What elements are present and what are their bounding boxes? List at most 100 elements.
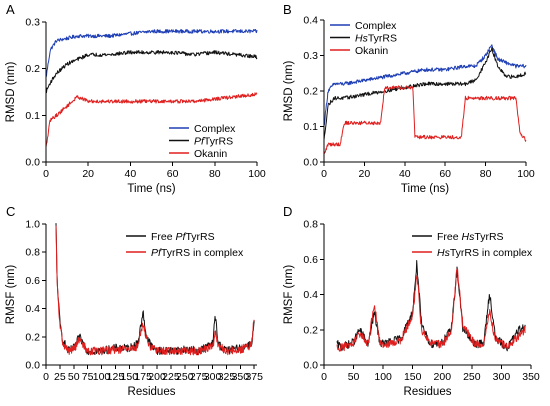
y-tick-label: 0.3 [303, 50, 318, 62]
legend-entry: Complex [355, 20, 397, 32]
x-tick-label: 50 [348, 371, 360, 383]
y-tick-label: 1.0 [25, 219, 40, 231]
x-tick-label: 100 [517, 168, 535, 180]
legend-entry: Complex [194, 123, 236, 135]
panel-b: B 0 20 40 60 80 100 0.0 0.1 0.2 0.3 0.4 Time (ns) RMS… [283, 2, 535, 195]
series-group [45, 29, 258, 148]
series-line-pftyrrs [45, 50, 258, 94]
y-tick-label: 0.0 [25, 157, 40, 169]
y-tick-label: 0.8 [25, 247, 40, 259]
x-tick-label: 150 [121, 371, 139, 383]
y-tick-label: 0.4 [303, 289, 318, 301]
y-tick-label: 0.4 [25, 303, 40, 315]
panel-letter-c: C [6, 204, 15, 219]
x-tick-label: 20 [359, 168, 371, 180]
panel-d: D 0 50 100 150 200 250 300 350 0.0 0.2 0.4 0.6 0.8 Res… [283, 204, 540, 398]
legend: Free PfTyrRS PfTyrRS in complex [126, 231, 244, 259]
series-line-okanin [323, 85, 527, 155]
x-tick-label: 20 [82, 168, 94, 180]
y-tick-label: 0.2 [303, 324, 318, 336]
x-tick-label: 75 [82, 371, 94, 383]
legend: Free HsTyrRS HsTyrRS in complex [412, 231, 533, 259]
series-line-complex [45, 29, 258, 78]
panel-letter-a: A [6, 2, 15, 17]
y-tick-label: 0.2 [303, 86, 318, 98]
x-tick-label: 200 [148, 371, 166, 383]
y-tick-label: 0.2 [25, 331, 40, 343]
y-axis-label: RMSD (nm) [283, 60, 295, 121]
y-tick-label: 0.6 [25, 275, 40, 287]
x-axis-label: Residues [128, 386, 176, 398]
x-tick-label: 350 [232, 371, 250, 383]
x-tick-label: 200 [434, 371, 452, 383]
legend-entry: Free PfTyrRS [151, 231, 215, 243]
x-tick-label: 25 [54, 371, 66, 383]
legend-entry: Okanin [194, 148, 227, 160]
x-tick-label: 100 [93, 371, 111, 383]
x-tick-label: 100 [248, 168, 266, 180]
x-tick-label: 80 [209, 168, 221, 180]
legend-entry: Free HsTyrRS [437, 231, 504, 243]
x-tick-label: 150 [404, 371, 422, 383]
panel-letter-d: D [283, 204, 292, 219]
y-tick-label: 0.1 [25, 110, 40, 122]
y-axis-label: RMSD (nm) [5, 61, 17, 122]
series-line-hstyrrs-in-complex [336, 267, 526, 352]
x-tick-label: 300 [204, 371, 222, 383]
x-tick-label: 300 [493, 371, 511, 383]
x-axis-label: Time (ns) [401, 183, 449, 195]
x-tick-label: 40 [399, 168, 411, 180]
legend-entry: PfTyrRS in complex [151, 247, 244, 259]
y-tick-label: 0.2 [25, 63, 40, 75]
series-line-free-pftyrrs [55, 223, 255, 356]
x-tick-label: 125 [107, 371, 125, 383]
series-line-hstyrrs [323, 46, 527, 140]
x-tick-label: 350 [522, 371, 540, 383]
x-tick-label: 0 [43, 371, 49, 383]
y-tick-label: 0.4 [303, 15, 318, 27]
y-axis-label: RMSF (nm) [283, 265, 295, 325]
x-tick-label: 0 [321, 168, 327, 180]
x-tick-label: 40 [125, 168, 137, 180]
y-tick-label: 0.0 [25, 360, 40, 372]
x-tick-label: 60 [167, 168, 179, 180]
series-group [336, 260, 526, 352]
legend-entry: HsTyrRS in complex [437, 247, 533, 259]
x-tick-label: 375 [245, 371, 263, 383]
y-tick-label: 0.0 [303, 360, 318, 372]
x-tick-label: 80 [480, 168, 492, 180]
series-line-pftyrrs-in-complex [55, 225, 255, 356]
y-tick-label: 0.0 [303, 157, 318, 169]
legend-entry: PfTyrRS [194, 135, 233, 147]
y-tick-label: 0.6 [303, 254, 318, 266]
panel-a: A 0 20 40 60 80 100 0.0 0.1 0.2 0.3 Time (ns) RMSD (… [5, 2, 266, 195]
x-tick-label: 50 [68, 371, 80, 383]
x-tick-label: 60 [439, 168, 451, 180]
x-axis-label: Time (ns) [127, 183, 175, 195]
y-tick-label: 0.1 [303, 121, 318, 133]
x-tick-label: 250 [176, 371, 194, 383]
x-tick-label: 275 [190, 371, 208, 383]
x-tick-label: 0 [321, 371, 327, 383]
x-tick-label: 325 [218, 371, 236, 383]
x-tick-label: 175 [134, 371, 152, 383]
y-tick-label: 0.3 [25, 17, 40, 29]
x-tick-label: 100 [374, 371, 392, 383]
legend-entry: Okanin [355, 45, 388, 57]
series-line-complex [323, 44, 527, 126]
series-group [323, 44, 527, 155]
legend-entry: HsTyrRS [355, 32, 397, 44]
panel-c: C 0 25 50 75 10012515017520022525027530032535… [5, 204, 263, 398]
x-tick-label: 250 [463, 371, 481, 383]
x-axis-label: Residues [404, 386, 452, 398]
x-tick-label: 0 [43, 168, 49, 180]
x-tick-label: 225 [162, 371, 180, 383]
y-tick-label: 0.8 [303, 219, 318, 231]
series-line-okanin [45, 92, 258, 148]
y-axis-label: RMSF (nm) [5, 265, 17, 325]
panel-letter-b: B [283, 2, 292, 17]
series-group [55, 223, 255, 356]
